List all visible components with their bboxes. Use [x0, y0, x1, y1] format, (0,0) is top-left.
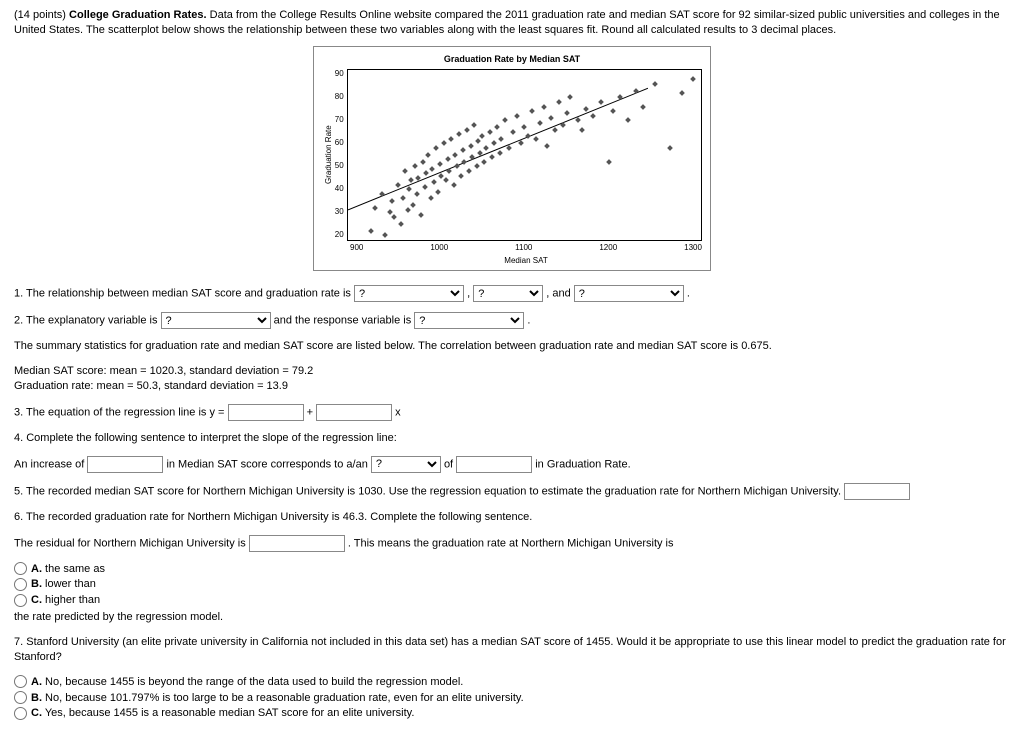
q4-increase-input[interactable] — [87, 456, 163, 473]
y-ticks: 9080706050403020 — [335, 69, 347, 241]
q7-radio-c[interactable] — [14, 707, 27, 720]
plot-area — [347, 69, 702, 241]
q4-amount-input[interactable] — [456, 456, 532, 473]
q1-select-2[interactable]: ? — [473, 285, 543, 302]
question-7-prompt: 7. Stanford University (an elite private… — [14, 635, 1010, 665]
scatterplot-panel: Graduation Rate by Median SAT Graduation… — [313, 46, 711, 272]
q6-residual-input[interactable] — [249, 535, 345, 552]
question-6-prompt: 6. The recorded graduation rate for Nort… — [14, 510, 1010, 525]
q1-select-3[interactable]: ? — [574, 285, 684, 302]
summary-text: The summary statistics for graduation ra… — [14, 339, 1010, 354]
question-5: 5. The recorded median SAT score for Nor… — [14, 483, 1010, 500]
q7-radio-a[interactable] — [14, 675, 27, 688]
q7-radio-b[interactable] — [14, 691, 27, 704]
question-4-fill: An increase of in Median SAT score corre… — [14, 456, 1010, 473]
question-7-options: A. No, because 1455 is beyond the range … — [14, 675, 1010, 722]
q2-select-1[interactable]: ? — [161, 312, 271, 329]
regression-line — [348, 70, 648, 220]
problem-intro: (14 points) College Graduation Rates. Da… — [14, 8, 1010, 38]
chart-title: Graduation Rate by Median SAT — [322, 53, 702, 65]
question-6-options: A. the same as B. lower than C. higher t… — [14, 562, 1010, 609]
problem-title: College Graduation Rates. — [69, 9, 207, 21]
y-axis-label: Graduation Rate — [322, 69, 335, 241]
stats-line-2: Graduation rate: mean = 50.3, standard d… — [14, 379, 1010, 394]
x-ticks: 9001000110012001300 — [322, 243, 702, 254]
question-6-fill: The residual for Northern Michigan Unive… — [14, 535, 1010, 552]
q6-radio-a[interactable] — [14, 562, 27, 575]
q6-radio-c[interactable] — [14, 594, 27, 607]
question-6-tail: the rate predicted by the regression mod… — [14, 610, 1010, 625]
q6-radio-b[interactable] — [14, 578, 27, 591]
q3-slope-input[interactable] — [316, 404, 392, 421]
x-axis-label: Median SAT — [322, 256, 702, 267]
q1-select-1[interactable]: ? — [354, 285, 464, 302]
question-3: 3. The equation of the regression line i… — [14, 404, 1010, 421]
stats-line-1: Median SAT score: mean = 1020.3, standar… — [14, 364, 1010, 379]
question-2: 2. The explanatory variable is ? and the… — [14, 312, 1010, 329]
points-label: (14 points) — [14, 9, 66, 21]
question-1: 1. The relationship between median SAT s… — [14, 285, 1010, 302]
question-4-prompt: 4. Complete the following sentence to in… — [14, 431, 1010, 446]
q2-select-2[interactable]: ? — [414, 312, 524, 329]
q5-estimate-input[interactable] — [844, 483, 910, 500]
q4-select[interactable]: ? — [371, 456, 441, 473]
q3-intercept-input[interactable] — [228, 404, 304, 421]
